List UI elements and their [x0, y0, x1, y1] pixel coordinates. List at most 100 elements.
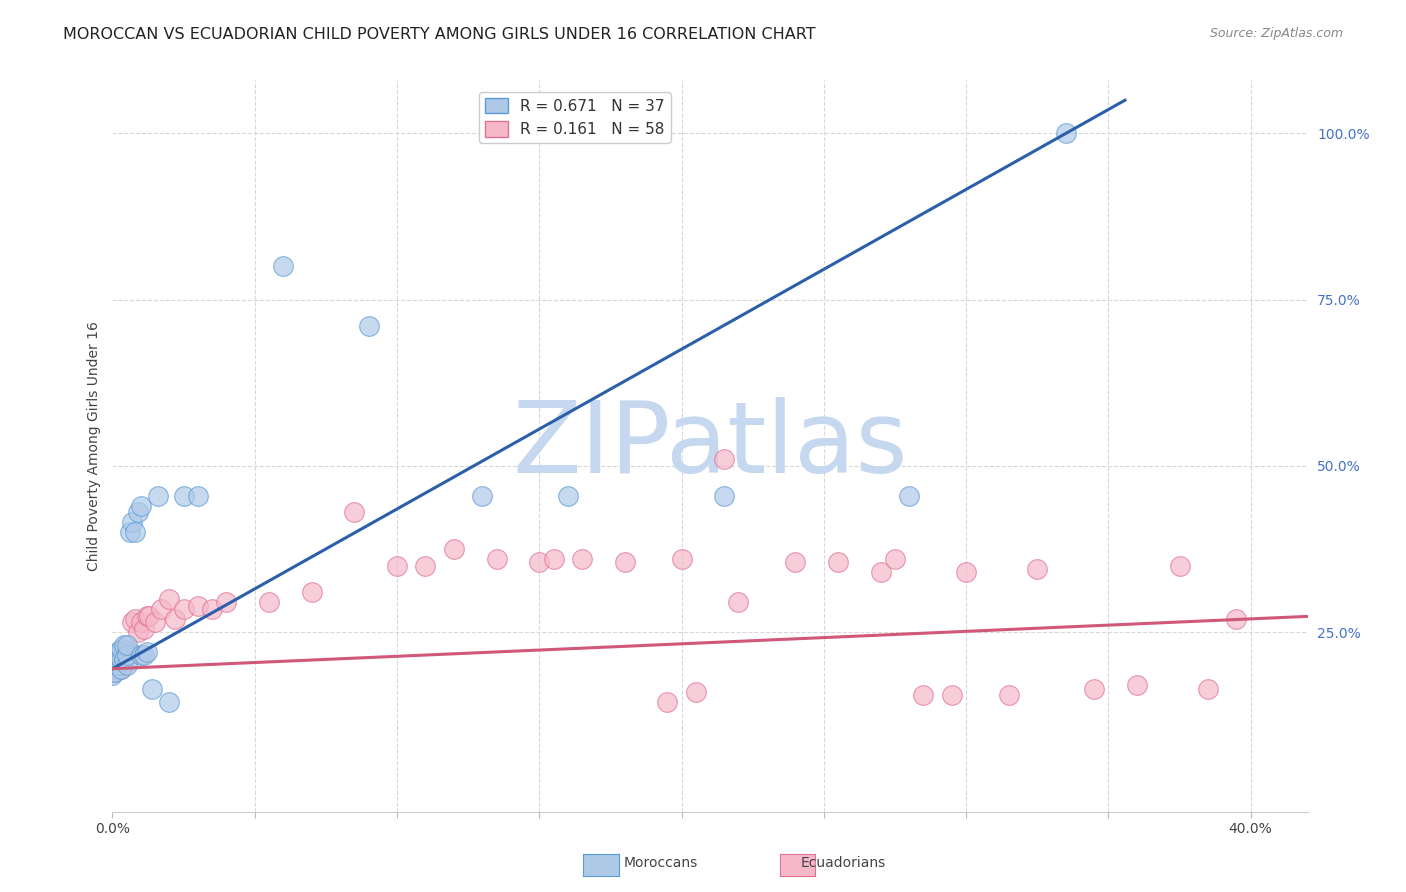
- Point: [104, 648, 127, 663]
- Point: [115, 648, 138, 663]
- Point: [110, 652, 132, 666]
- Point: [485, 552, 508, 566]
- Point: [173, 489, 195, 503]
- Point: [129, 648, 152, 663]
- Point: [112, 639, 135, 653]
- Point: [118, 525, 141, 540]
- Point: [112, 648, 135, 663]
- Point: [1197, 681, 1219, 696]
- Point: [301, 585, 323, 599]
- Point: [529, 555, 551, 569]
- Point: [215, 595, 238, 609]
- Point: [129, 499, 152, 513]
- Point: [124, 525, 146, 540]
- Point: [257, 595, 280, 609]
- Point: [443, 542, 465, 557]
- Point: [121, 516, 143, 530]
- Point: [557, 489, 579, 503]
- Point: [110, 641, 132, 656]
- Point: [869, 566, 891, 580]
- Point: [998, 689, 1021, 703]
- Point: [157, 695, 180, 709]
- Point: [112, 641, 135, 656]
- Point: [110, 662, 132, 676]
- Point: [112, 652, 135, 666]
- Point: [173, 602, 195, 616]
- Point: [271, 260, 294, 274]
- Legend: R = 0.671   N = 37, R = 0.161   N = 58: R = 0.671 N = 37, R = 0.161 N = 58: [478, 92, 671, 144]
- Point: [115, 658, 138, 673]
- Point: [107, 645, 129, 659]
- Point: [115, 655, 138, 669]
- Point: [104, 658, 127, 673]
- Point: [1225, 612, 1247, 626]
- Point: [110, 662, 132, 676]
- Point: [827, 555, 849, 569]
- Point: [165, 612, 187, 626]
- Point: [110, 645, 132, 659]
- Point: [107, 645, 129, 659]
- Point: [357, 319, 380, 334]
- Point: [157, 591, 180, 606]
- Point: [727, 595, 749, 609]
- Point: [121, 615, 143, 630]
- Point: [129, 615, 152, 630]
- Point: [101, 665, 124, 679]
- Point: [187, 489, 209, 503]
- Point: [132, 622, 155, 636]
- Point: [107, 655, 129, 669]
- Point: [571, 552, 593, 566]
- Point: [132, 648, 155, 663]
- Text: Source: ZipAtlas.com: Source: ZipAtlas.com: [1209, 27, 1343, 40]
- Point: [101, 668, 124, 682]
- Point: [415, 558, 437, 573]
- Point: [898, 489, 921, 503]
- Point: [187, 599, 209, 613]
- Point: [107, 648, 129, 663]
- Text: ZIPatlas: ZIPatlas: [512, 398, 908, 494]
- Point: [955, 566, 977, 580]
- Text: Ecuadorians: Ecuadorians: [801, 855, 886, 870]
- Y-axis label: Child Poverty Among Girls Under 16: Child Poverty Among Girls Under 16: [87, 321, 101, 571]
- Point: [146, 489, 169, 503]
- Point: [1168, 558, 1191, 573]
- Point: [713, 452, 735, 467]
- Point: [785, 555, 807, 569]
- Point: [1054, 127, 1077, 141]
- Point: [713, 489, 735, 503]
- Point: [104, 665, 127, 679]
- Point: [1026, 562, 1049, 576]
- Point: [138, 608, 160, 623]
- Point: [101, 662, 124, 676]
- Point: [149, 602, 172, 616]
- Point: [143, 615, 166, 630]
- Point: [884, 552, 907, 566]
- Point: [110, 652, 132, 666]
- Point: [124, 612, 146, 626]
- Point: [101, 655, 124, 669]
- Point: [201, 602, 224, 616]
- Point: [135, 608, 157, 623]
- Point: [118, 645, 141, 659]
- Point: [657, 695, 679, 709]
- Point: [912, 689, 935, 703]
- Point: [941, 689, 963, 703]
- Point: [127, 506, 149, 520]
- Point: [141, 681, 163, 696]
- Point: [107, 658, 129, 673]
- Point: [671, 552, 693, 566]
- Point: [104, 655, 127, 669]
- Point: [127, 625, 149, 640]
- Point: [343, 506, 366, 520]
- Point: [613, 555, 636, 569]
- Point: [471, 489, 494, 503]
- Point: [115, 645, 138, 659]
- Point: [543, 552, 565, 566]
- Point: [685, 685, 707, 699]
- Point: [385, 558, 408, 573]
- Point: [1083, 681, 1105, 696]
- Text: Moroccans: Moroccans: [624, 855, 697, 870]
- Point: [115, 639, 138, 653]
- Text: MOROCCAN VS ECUADORIAN CHILD POVERTY AMONG GIRLS UNDER 16 CORRELATION CHART: MOROCCAN VS ECUADORIAN CHILD POVERTY AMO…: [63, 27, 815, 42]
- Point: [104, 648, 127, 663]
